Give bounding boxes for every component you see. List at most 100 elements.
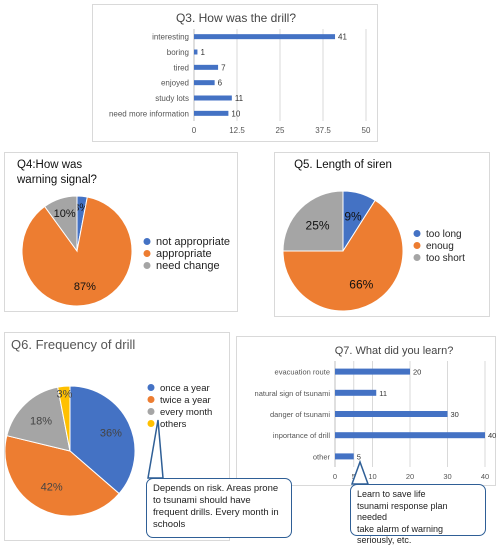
q6-legend-marker-every-month	[147, 408, 155, 415]
q5-title: Q5. Length of siren	[294, 159, 392, 171]
q3-plot: 0 12.5 25 37.5 50 interesting 41 boring 1 tired 7 e…	[109, 29, 371, 135]
q3-x-tick-label: 0	[192, 126, 197, 135]
q7-bar-natural-sign-of-tsunami	[335, 389, 377, 396]
q3-data-label-interesting: 41	[338, 33, 347, 42]
q3-category-label-need-more-information: need more information	[109, 109, 189, 118]
q5-chart-svg: Q5. Length of siren 9% 66% 25% too longenou…	[282, 159, 465, 312]
q5-data-label-too-long: 9%	[344, 209, 362, 223]
q3-data-label-need-more-information: 10	[231, 109, 240, 118]
q3-category-label-boring: boring	[167, 48, 189, 57]
q3-chart: Q3. How was the drill? 0 12.5 25 37.5 50 inte…	[92, 4, 378, 142]
q6-legend-marker-twice-a-year	[147, 396, 155, 403]
q5-legend-marker-too-short	[413, 254, 421, 261]
q7-bar-inportance-of-drill	[335, 432, 485, 439]
q5-legend-label-too-short: too short	[426, 253, 465, 264]
q3-chart-svg: Q3. How was the drill? 0 12.5 25 37.5 50 inte…	[109, 11, 371, 135]
q7-data-label-danger-of-tsunami: 30	[451, 410, 459, 419]
q3-bar-study-lots	[194, 95, 232, 101]
q6-data-label-others: 3%	[57, 388, 73, 400]
q3-data-label-enjoyed: 6	[218, 79, 223, 88]
q7-callout-tail	[350, 459, 370, 485]
q4-legend-label-appropriate: appropriate	[156, 248, 212, 260]
q6-data-label-twice-a-year: 42%	[41, 482, 63, 494]
q7-data-label-inportance-of-drill: 40	[488, 431, 496, 440]
q5-legend-marker-too-long	[413, 230, 421, 237]
q7-data-label-natural-sign-of-tsunami: 11	[379, 389, 387, 398]
q7-data-label-other: 5	[357, 452, 361, 461]
q3-data-label-boring: 1	[200, 48, 205, 57]
q3-x-tick-label: 12.5	[229, 126, 245, 135]
q3-category-label-enjoyed: enjoyed	[161, 79, 189, 88]
q6-data-label-every-month: 18%	[30, 416, 52, 428]
q7-x-tick-label: 40	[481, 472, 489, 481]
q5-legend-marker-enoug	[413, 242, 421, 249]
q4-chart-svg: Q4:How was warning signal? 3%87%10%not a…	[16, 159, 230, 307]
q6-legend-marker-others	[147, 420, 155, 427]
q6-slice-twice-a-year	[5, 435, 120, 517]
q7-x-tick-label: 5	[352, 472, 356, 481]
q3-bar-enjoyed	[194, 80, 215, 86]
q5-data-label-enoug: 66%	[349, 277, 373, 291]
q4-chart: Q4:How was warning signal? 3% 87% 10% not a…	[4, 152, 238, 312]
q6-legend-label-once-a-year: once a year	[160, 383, 210, 394]
q6-slice-others	[57, 385, 71, 452]
q6-legend-marker-once-a-year	[147, 384, 155, 391]
q3-data-label-study-lots: 11	[235, 94, 244, 103]
q7-plot: 0 5 10 20 30 40 evacuation route 20 natural sign…	[255, 361, 496, 481]
q7-x-tick-label: 30	[443, 472, 451, 481]
q3-category-label-study-lots: study lots	[155, 94, 189, 103]
q6-slice-once-a-year	[69, 385, 136, 495]
q6-data-label-once-a-year: 36%	[100, 427, 122, 439]
q3-bar-interesting	[194, 34, 336, 40]
q4-title-line-2: warning signal?	[16, 174, 97, 186]
q4-legend-label-not-appropriate: not appropriate	[156, 236, 230, 248]
q4-legend-marker-need-change	[143, 262, 151, 269]
q5-legend-label-too-long: too long	[426, 229, 462, 240]
q4-legend-marker-appropriate	[143, 250, 151, 257]
q5-data-label-too-short: 25%	[306, 219, 330, 233]
q3-bar-tired	[194, 64, 219, 70]
q7-category-label-natural-sign-of-tsunami: natural sign of tsunami	[255, 389, 331, 398]
q4-data-label-need-change: 10%	[54, 208, 76, 220]
q3-title: Q3. How was the drill?	[176, 11, 296, 25]
q7-chart: Q7. What did you learn? 0 5 10 20 30 40 evacua…	[236, 336, 496, 486]
q6-legend-label-every-month: every month	[160, 407, 212, 418]
q3-x-tick-label: 50	[362, 126, 371, 135]
q3-bar-need-more-information	[194, 110, 229, 116]
q7-bar-danger-of-tsunami	[335, 411, 448, 417]
q3-category-label-tired: tired	[173, 63, 189, 72]
q4-legend-marker-not-appropriate	[143, 238, 151, 245]
q7-category-label-inportance-of-drill: inportance of drill	[273, 431, 330, 440]
q4-slice-need-change	[43, 195, 78, 253]
q6-legend-label-others: others	[160, 419, 187, 430]
q3-x-tick-label: 25	[276, 126, 285, 135]
q7-category-label-evacuation-route: evacuation route	[275, 368, 330, 377]
q5-chart: Q5. Length of siren 9% 66% 25% too long enou…	[274, 152, 490, 317]
q7-title: Q7. What did you learn?	[335, 345, 454, 357]
q7-category-label-other: other	[313, 452, 331, 461]
q4-legend-label-need-change: need change	[156, 260, 220, 272]
q7-chart-svg: Q7. What did you learn? 0 5 10 20 30 40 evacua…	[255, 345, 497, 481]
q6-title: Q6. Frequency of drill	[11, 337, 135, 352]
q7-x-tick-label: 20	[406, 472, 414, 481]
q7-bar-evacuation-route	[335, 368, 410, 375]
q5-slice-too-short	[282, 190, 344, 252]
q7-x-tick-label: 10	[368, 472, 376, 481]
q5-slice-enoug	[282, 199, 404, 312]
q3-x-tick-label: 37.5	[315, 126, 331, 135]
q3-bar-boring	[194, 49, 198, 55]
q6-slice-every-month	[6, 386, 71, 452]
q7-x-tick-label: 0	[333, 472, 337, 481]
q6-legend-label-twice-a-year: twice a year	[160, 395, 211, 406]
q3-category-label-interesting: interesting	[152, 33, 189, 42]
q5-legend-label-enoug: enoug	[426, 241, 454, 252]
q7-callout: Learn to save life tsunami response plan…	[350, 484, 486, 545]
q7-data-label-evacuation-route: 20	[413, 368, 421, 377]
q6-callout-tail	[147, 419, 164, 479]
q4-data-label-appropriate: 87%	[74, 281, 96, 293]
q6-callout: Depends on risk. Areas prone to tsunami …	[146, 478, 292, 538]
q7-bar-other	[335, 453, 354, 460]
